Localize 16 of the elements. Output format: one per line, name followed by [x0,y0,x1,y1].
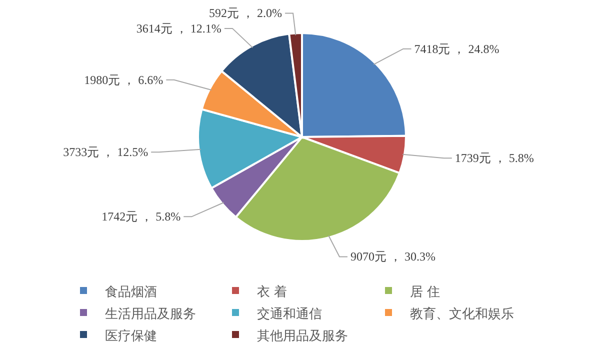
legend-label: 居 住 [410,285,440,300]
legend-label: 其他用品及服务 [257,329,348,344]
legend-label: 食品烟酒 [105,285,157,300]
data-label: 592元 ， 2.0% [209,6,282,20]
data-label: 1742元 ， 5.8% [102,210,181,224]
legend-label: 教育、文化和娱乐 [410,306,514,322]
data-label: 3733元 ， 12.5% [63,145,148,160]
data-label: 3614元 ， 12.1% [136,21,222,36]
data-label: 1739元 ， 5.8% [454,151,534,166]
legend-label: 交通和通信 [257,306,322,322]
legend-label: 医疗保健 [105,329,157,344]
data-label: 7418元 ， 24.8% [414,42,500,56]
legend-label: 衣 着 [257,284,288,300]
legend-label: 生活用品及服务 [105,307,196,322]
data-label: 1980元 ， 6.6% [84,72,164,87]
data-label: 9070元 ， 30.3% [350,250,436,264]
